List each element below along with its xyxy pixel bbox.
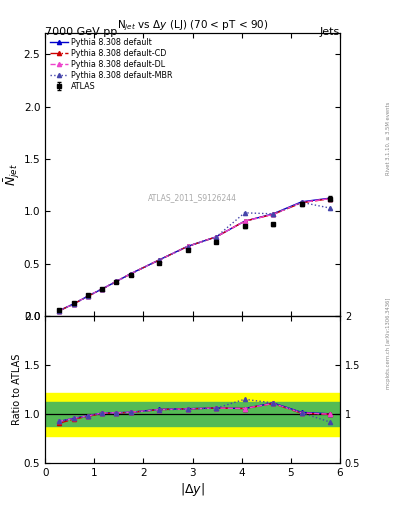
Pythia 8.308 default bbox=[271, 211, 275, 217]
Pythia 8.308 default-CD bbox=[271, 211, 275, 218]
Pythia 8.308 default-MBR bbox=[72, 301, 76, 307]
Pythia 8.308 default-CD bbox=[214, 234, 219, 240]
Text: Jets: Jets bbox=[320, 27, 340, 37]
Pythia 8.308 default-DL bbox=[242, 218, 247, 224]
Pythia 8.308 default-CD bbox=[157, 257, 162, 263]
Pythia 8.308 default-CD bbox=[185, 243, 190, 249]
Pythia 8.308 default-DL bbox=[271, 211, 275, 218]
Pythia 8.308 default-CD bbox=[129, 271, 133, 277]
Pythia 8.308 default-DL bbox=[214, 234, 219, 240]
Line: Pythia 8.308 default: Pythia 8.308 default bbox=[57, 196, 332, 313]
Pythia 8.308 default bbox=[214, 234, 219, 240]
Pythia 8.308 default-MBR bbox=[129, 271, 133, 277]
Pythia 8.308 default bbox=[72, 301, 76, 307]
Pythia 8.308 default bbox=[299, 199, 304, 205]
Pythia 8.308 default-MBR bbox=[114, 279, 119, 285]
Legend: Pythia 8.308 default, Pythia 8.308 default-CD, Pythia 8.308 default-DL, Pythia 8: Pythia 8.308 default, Pythia 8.308 defau… bbox=[48, 36, 174, 93]
Pythia 8.308 default-DL bbox=[129, 271, 133, 277]
Pythia 8.308 default-MBR bbox=[185, 243, 190, 249]
Pythia 8.308 default-MBR bbox=[271, 211, 275, 217]
Pythia 8.308 default-MBR bbox=[100, 286, 105, 292]
Pythia 8.308 default-MBR bbox=[328, 205, 332, 211]
Bar bbox=[45, 402, 340, 426]
Pythia 8.308 default-DL bbox=[86, 293, 91, 299]
Pythia 8.308 default bbox=[100, 286, 105, 292]
Pythia 8.308 default-CD bbox=[86, 293, 91, 299]
Text: mcplots.cern.ch [arXiv:1306.3436]: mcplots.cern.ch [arXiv:1306.3436] bbox=[386, 297, 391, 389]
Pythia 8.308 default bbox=[86, 293, 91, 299]
Pythia 8.308 default-MBR bbox=[86, 293, 91, 299]
X-axis label: $|\Delta y|$: $|\Delta y|$ bbox=[180, 481, 205, 498]
Pythia 8.308 default bbox=[129, 271, 133, 277]
Title: N$_{jet}$ vs $\Delta y$ (LJ) (70 < pT < 90): N$_{jet}$ vs $\Delta y$ (LJ) (70 < pT < … bbox=[117, 19, 268, 33]
Pythia 8.308 default-CD bbox=[299, 200, 304, 206]
Y-axis label: $\bar{N}_{jet}$: $\bar{N}_{jet}$ bbox=[3, 163, 22, 186]
Pythia 8.308 default-DL bbox=[100, 286, 105, 292]
Line: Pythia 8.308 default-CD: Pythia 8.308 default-CD bbox=[57, 197, 332, 313]
Pythia 8.308 default-DL bbox=[72, 301, 76, 307]
Pythia 8.308 default bbox=[242, 218, 247, 224]
Pythia 8.308 default-MBR bbox=[242, 210, 247, 216]
Text: Rivet 3.1.10, ≥ 3.5M events: Rivet 3.1.10, ≥ 3.5M events bbox=[386, 101, 391, 175]
Pythia 8.308 default bbox=[185, 243, 190, 249]
Pythia 8.308 default-MBR bbox=[157, 257, 162, 263]
Text: 7000 GeV pp: 7000 GeV pp bbox=[45, 27, 118, 37]
Line: Pythia 8.308 default-MBR: Pythia 8.308 default-MBR bbox=[57, 200, 332, 313]
Pythia 8.308 default-MBR bbox=[214, 234, 219, 240]
Pythia 8.308 default-DL bbox=[57, 308, 62, 314]
Pythia 8.308 default-CD bbox=[72, 301, 76, 307]
Pythia 8.308 default-DL bbox=[157, 257, 162, 263]
Pythia 8.308 default-DL bbox=[328, 196, 332, 202]
Pythia 8.308 default-CD bbox=[242, 218, 247, 224]
Text: ATLAS_2011_S9126244: ATLAS_2011_S9126244 bbox=[148, 193, 237, 202]
Pythia 8.308 default-DL bbox=[299, 199, 304, 205]
Pythia 8.308 default-DL bbox=[185, 243, 190, 249]
Pythia 8.308 default-MBR bbox=[57, 308, 62, 314]
Pythia 8.308 default bbox=[57, 308, 62, 314]
Pythia 8.308 default bbox=[157, 257, 162, 263]
Pythia 8.308 default-MBR bbox=[299, 199, 304, 205]
Pythia 8.308 default-DL bbox=[114, 279, 119, 285]
Line: Pythia 8.308 default-DL: Pythia 8.308 default-DL bbox=[57, 197, 332, 313]
Pythia 8.308 default bbox=[328, 195, 332, 201]
Pythia 8.308 default-CD bbox=[114, 279, 119, 285]
Pythia 8.308 default-CD bbox=[328, 196, 332, 202]
Pythia 8.308 default bbox=[114, 279, 119, 285]
Y-axis label: Ratio to ATLAS: Ratio to ATLAS bbox=[12, 354, 22, 425]
Pythia 8.308 default-CD bbox=[100, 286, 105, 292]
Pythia 8.308 default-CD bbox=[57, 308, 62, 314]
Bar bbox=[45, 393, 340, 436]
